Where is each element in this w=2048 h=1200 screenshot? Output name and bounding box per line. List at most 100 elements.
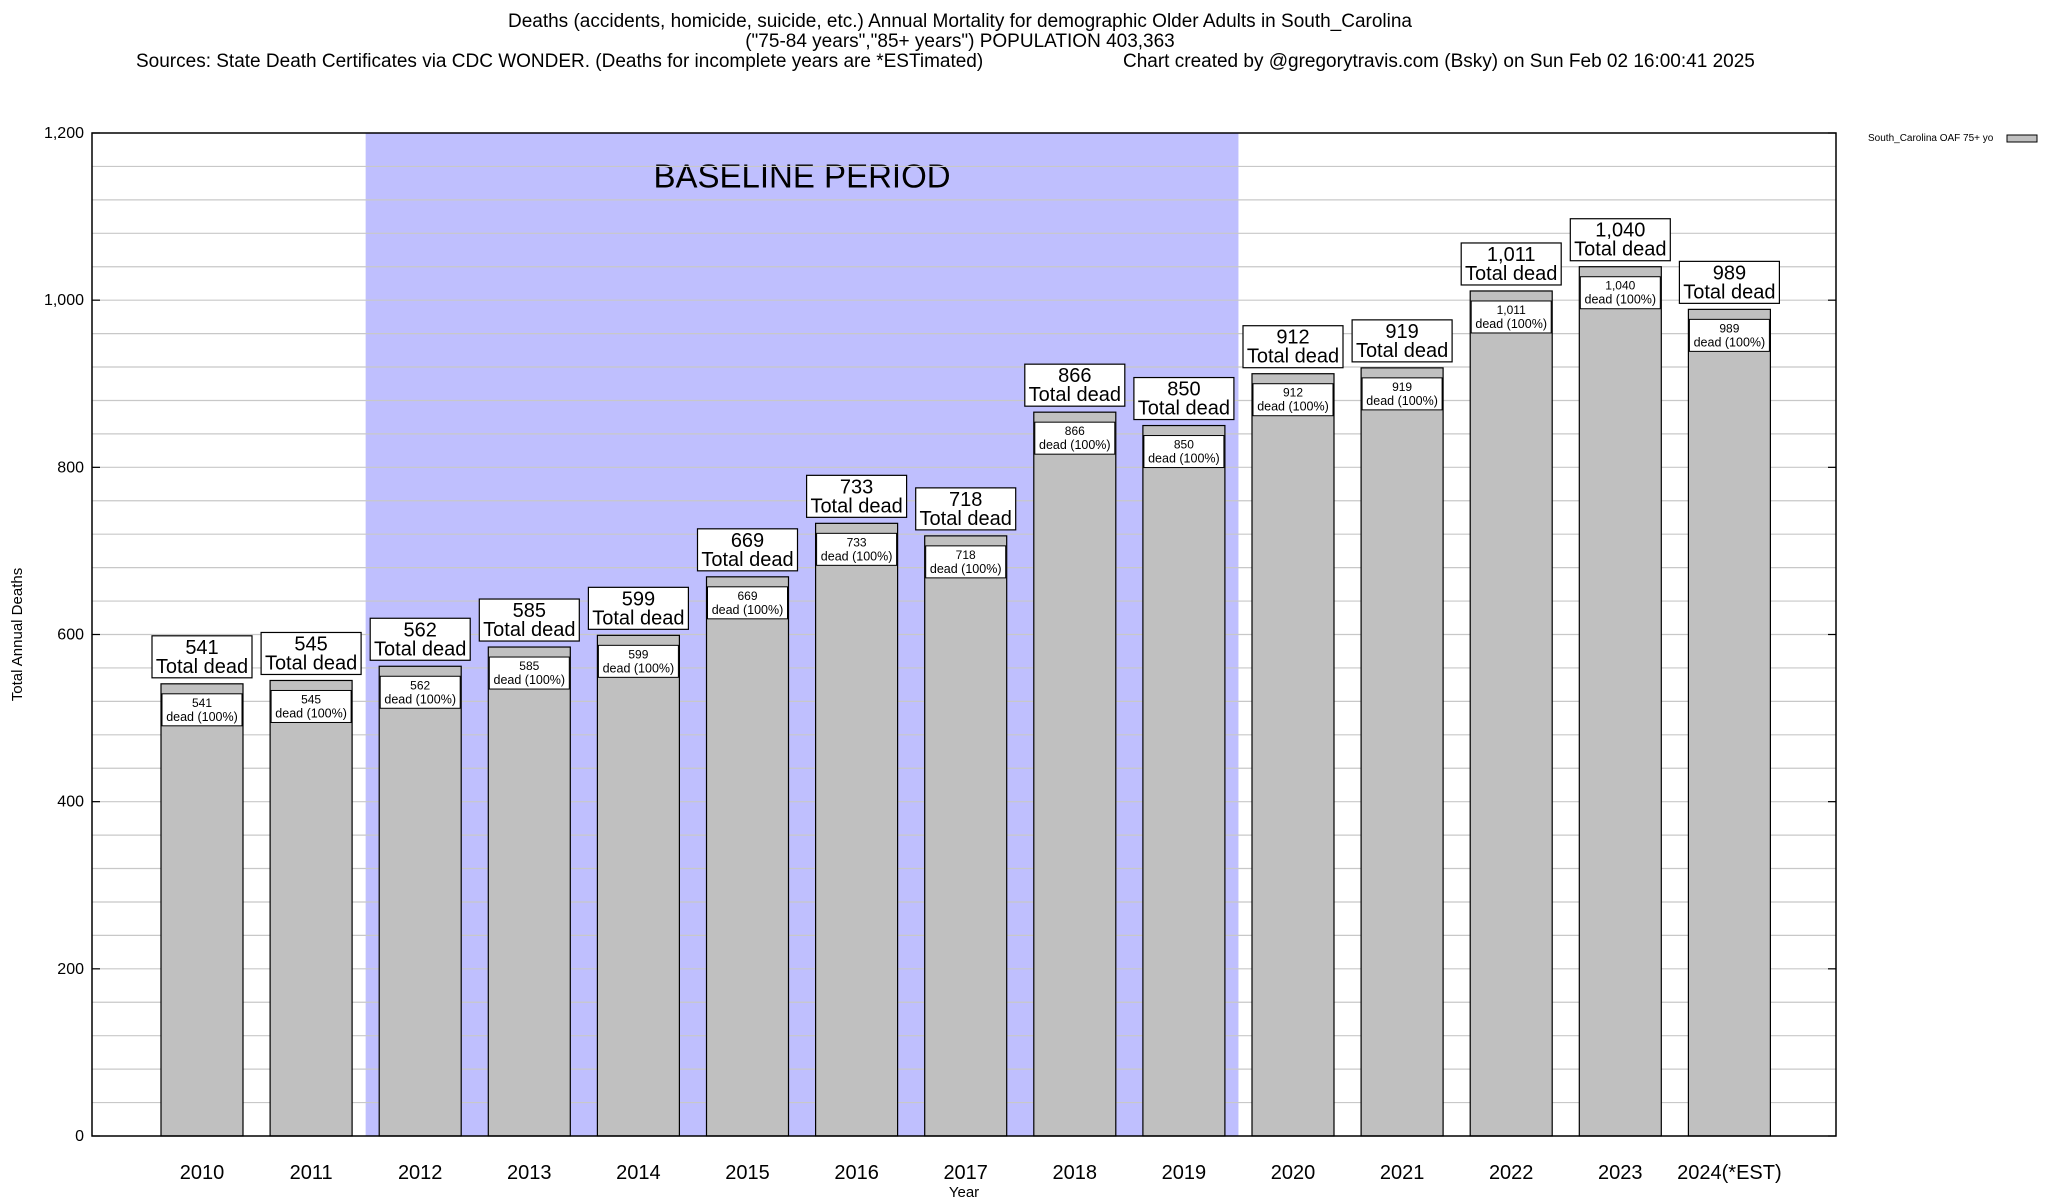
inner-value-label: 541 [192,696,212,710]
y-tick-label: 0 [75,1128,84,1145]
x-axis-label: Year [949,1184,979,1200]
inner-label-box [1361,377,1443,411]
inner-percent-label: dead (100%) [1148,452,1220,466]
bar [1251,373,1335,1137]
bar [269,679,353,1137]
bar [1033,411,1117,1137]
y-axis-label: Total Annual Deaths [9,568,26,701]
total-dead-label: Total dead [592,607,684,629]
total-value-label: 545 [294,633,327,655]
total-value-label: 1,011 [1487,244,1536,266]
bar [705,576,790,1137]
total-dead-label: Total dead [156,656,248,678]
inner-percent-label: dead (100%) [603,661,675,675]
x-tick-label: 2022 [1489,1162,1534,1184]
inner-percent-label: dead (100%) [494,673,566,687]
total-dead-label: Total dead [1138,398,1230,420]
total-label-box [260,631,362,676]
total-label-box [1133,376,1235,421]
inner-value-label: 585 [519,659,539,673]
total-value-label: 541 [185,637,218,659]
total-label-box [151,635,253,679]
inner-label-box [270,689,352,723]
bar [1142,424,1226,1137]
inner-value-label: 850 [1174,438,1194,452]
x-tick-label: 2021 [1380,1162,1425,1184]
total-value-label: 718 [949,489,982,511]
inner-percent-label: dead (100%) [712,603,784,617]
inner-value-label: 912 [1283,386,1303,400]
total-value-label: 1,040 [1595,220,1645,242]
total-dead-label: Total dead [1683,281,1775,303]
inner-percent-label: dead (100%) [275,706,347,720]
total-label-box [1024,363,1126,407]
inner-percent-label: dead (100%) [1585,293,1657,307]
inner-label-box [597,644,679,678]
inner-value-label: 599 [628,647,648,661]
bar [1578,266,1662,1137]
total-label-box [587,586,690,630]
total-dead-label: Total dead [1574,239,1666,261]
inner-value-label: 669 [737,589,757,603]
inner-percent-label: dead (100%) [1039,438,1111,452]
total-dead-label: Total dead [1356,340,1448,362]
inner-label-box [707,586,788,620]
total-value-label: 733 [840,476,873,498]
inner-percent-label: dead (100%) [1475,317,1547,331]
inner-label-box [925,545,1007,579]
total-label-box [805,474,908,518]
sources-text: Sources: State Death Certificates via CD… [136,51,984,72]
bar [1360,367,1444,1137]
credit-text: Chart created by @gregorytravis.com (Bsk… [1123,51,1755,72]
inner-percent-label: dead (100%) [166,710,238,724]
inner-percent-label: dead (100%) [821,549,893,563]
x-tick-label: 2011 [290,1162,333,1184]
y-tick-label: 600 [57,627,84,644]
bar [814,522,899,1137]
x-tick-label: 2020 [1271,1162,1316,1184]
inner-percent-label: dead (100%) [930,562,1002,576]
inner-value-label: 718 [956,548,976,562]
bar [160,683,244,1137]
x-tick-label: 2024(*EST) [1677,1162,1782,1184]
y-tick-label: 800 [57,459,84,476]
total-dead-label: Total dead [483,619,575,641]
y-tick-label: 400 [57,794,84,811]
total-value-label: 585 [513,600,546,622]
total-label-box [1242,325,1344,369]
inner-percent-label: dead (100%) [384,692,456,706]
y-tick-label: 1,200 [44,125,84,142]
legend-swatch [2006,134,2038,143]
inner-percent-label: dead (100%) [1366,394,1438,408]
inner-value-label: 866 [1065,424,1085,438]
total-dead-label: Total dead [1465,263,1557,285]
total-label-box [1678,260,1781,304]
inner-value-label: 1,040 [1605,279,1635,293]
total-label-box [915,487,1017,531]
total-dead-label: Total dead [1029,384,1121,406]
total-label-box [1460,242,1562,286]
inner-label-box [1470,300,1552,334]
total-label-box [696,528,799,572]
y-tick-label: 1,000 [44,292,84,309]
total-dead-label: Total dead [810,495,902,517]
total-value-label: 669 [731,530,764,552]
total-label-box [478,598,580,642]
bar [1687,308,1772,1137]
x-tick-label: 2010 [180,1162,225,1184]
inner-value-label: 733 [847,535,867,549]
x-tick-label: 2012 [398,1162,443,1184]
x-tick-label: 2019 [1162,1162,1207,1184]
total-value-label: 599 [622,588,655,610]
total-value-label: 919 [1385,321,1418,343]
x-tick-label: 2018 [1053,1162,1098,1184]
chart-title: Deaths (accidents, homicide, suicide, et… [507,11,1412,32]
inner-label-box [1034,421,1116,455]
inner-label-box [1143,435,1225,469]
x-tick-label: 2015 [725,1162,770,1184]
bar [378,665,462,1137]
bar [1469,290,1553,1137]
inner-value-label: 562 [410,678,430,692]
total-label-box [369,617,471,661]
